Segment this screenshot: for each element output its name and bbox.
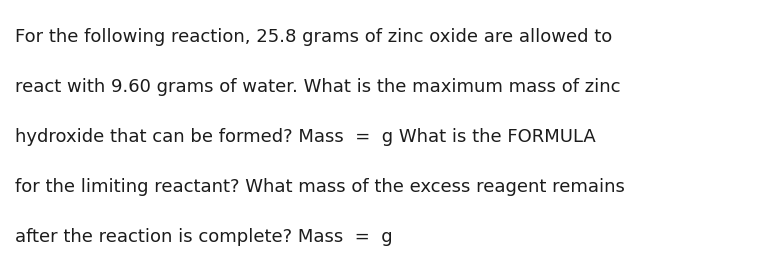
Text: hydroxide that can be formed? Mass  =  g What is the FORMULA: hydroxide that can be formed? Mass = g W… [15,128,596,146]
Text: For the following reaction, 25.8 grams of zinc oxide are allowed to: For the following reaction, 25.8 grams o… [15,28,612,46]
Text: react with 9.60 grams of water. What is the maximum mass of zinc: react with 9.60 grams of water. What is … [15,78,621,96]
Text: after the reaction is complete? Mass  =  g: after the reaction is complete? Mass = g [15,228,392,246]
Text: for the limiting reactant? What mass of the excess reagent remains: for the limiting reactant? What mass of … [15,178,625,196]
